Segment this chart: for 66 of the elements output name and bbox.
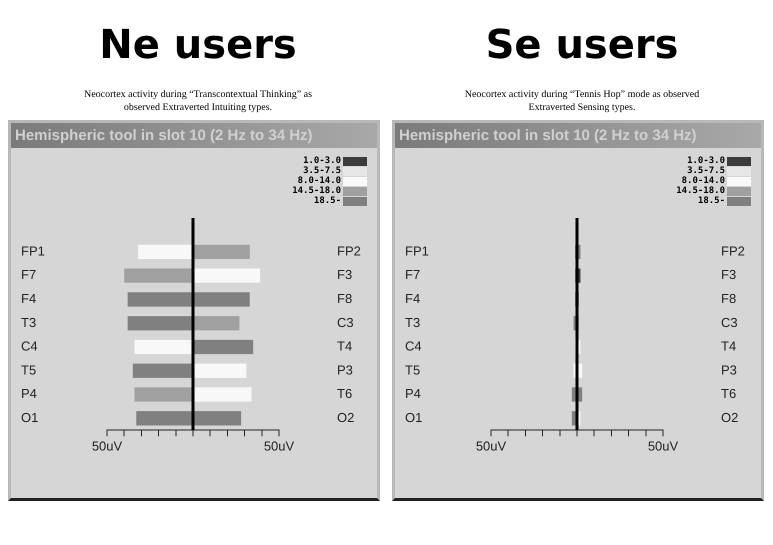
legend-label: 3.5-7.5 [303,166,341,176]
chart-subtitle: Neocortex activity during “Transcontextual Thinking” as observed Extraverted Intuiting types. [82,88,313,115]
y2-tick-label: F8 [337,291,352,306]
y2-tick-label: P3 [721,362,737,378]
bar [194,364,246,378]
y2-tick-label: T6 [721,386,736,402]
legend-label: 1.0-3.0 [687,156,725,166]
x-tick-label: 50uV [264,438,294,454]
bar [194,292,250,307]
y-tick-label: F7 [405,267,420,282]
y2-tick-label: P3 [337,362,353,378]
legend-label: 3.5-7.5 [687,166,725,176]
bar [194,387,252,402]
y2-tick-label: T4 [721,338,736,354]
y-tick-label: F7 [21,267,36,282]
bar [124,268,192,283]
y2-tick-label: O2 [721,410,738,425]
y2-tick-label: C3 [337,314,354,330]
y-tick-label: F4 [405,291,420,306]
y2-tick-label: C3 [721,314,738,330]
y-tick-label: T5 [21,362,36,378]
bar [134,340,192,354]
bar [134,387,192,402]
bar [128,316,192,330]
y-tick-label: P4 [21,386,37,402]
bar [136,411,192,426]
y-tick-label: O1 [405,410,422,425]
legend-label: 14.5-18.0 [676,186,725,196]
x-tick-label: 50uV [476,438,506,454]
y2-tick-label: T6 [337,386,352,402]
chart-title: Ne users [98,21,298,70]
chart-title: Se users [484,21,680,70]
y-tick-label: C4 [405,338,422,354]
y2-tick-label: F3 [337,267,352,282]
bar [194,244,250,260]
bar [128,292,192,307]
bar [132,364,192,378]
y-tick-label: T3 [21,314,36,330]
y-tick-label: FP1 [405,243,429,258]
bar [194,340,254,354]
chart-subtitle: Neocortex activity during “Tennis Hop” mode as observed Extraverted Sensing types. [464,88,700,115]
y-tick-label: FP1 [21,243,45,258]
legend-label: 18.5- [314,196,341,206]
bar [194,411,242,426]
legend-label: 18.5- [698,196,725,206]
y2-tick-label: T4 [337,338,352,354]
y-tick-label: C4 [21,338,38,354]
legend-label: 8.0-14.0 [682,176,725,186]
y2-tick-label: FP2 [337,243,361,258]
bar [194,268,260,283]
y2-tick-label: F3 [721,267,736,282]
y-tick-label: O1 [21,410,38,425]
bar [194,316,240,330]
y-tick-label: T5 [405,362,420,378]
legend-label: 14.5-18.0 [292,186,341,196]
legend-label: 1.0-3.0 [303,156,341,166]
y-tick-label: F4 [21,291,36,306]
x-tick-label: 50uV [92,438,122,454]
y2-tick-label: O2 [337,410,354,425]
y-tick-label: T3 [405,314,420,330]
y2-tick-label: FP2 [721,243,745,258]
y2-tick-label: F8 [721,291,736,306]
legend-label: 8.0-14.0 [298,176,341,186]
bar [138,244,192,260]
y-tick-label: P4 [405,386,421,402]
x-tick-label: 50uV [648,438,678,454]
